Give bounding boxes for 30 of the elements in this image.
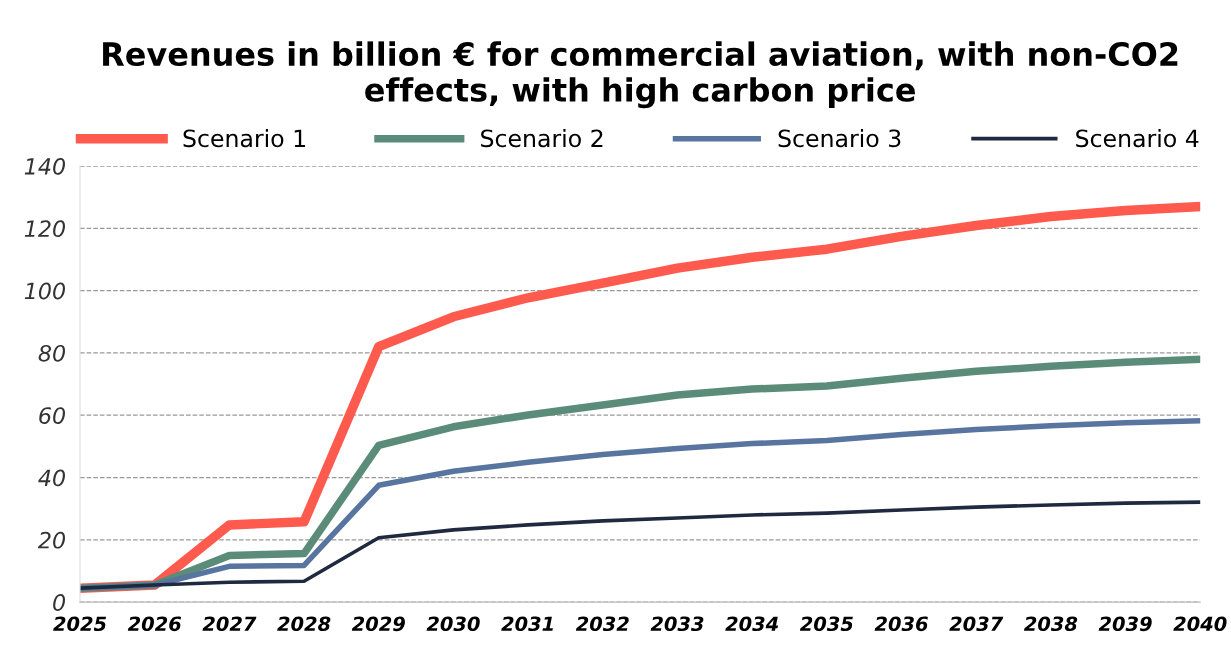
x-tick-label: 2038 bbox=[1023, 616, 1078, 632]
x-tick-label: 2039 bbox=[1098, 616, 1152, 632]
y-tick-label: 60 bbox=[39, 407, 66, 424]
y-tick-label: 0 bbox=[53, 594, 66, 611]
line-series bbox=[80, 500, 1201, 590]
x-tick-label: 2035 bbox=[799, 616, 853, 632]
y-tick-label: 140 bbox=[24, 157, 66, 175]
x-tick-label: 2037 bbox=[949, 616, 1004, 632]
x-tick-label: 2029 bbox=[351, 616, 405, 632]
y-tick-label: 120 bbox=[24, 220, 66, 238]
x-tick-label: 2040 bbox=[1173, 616, 1227, 632]
x-tick-label: 2036 bbox=[874, 616, 928, 632]
chart-title: Revenues in billion € for commercial aviation, with non-CO2 effects, with high carbon price bbox=[103, 41, 1178, 109]
y-tick-label: 80 bbox=[38, 344, 66, 362]
x-tick-label: 2027 bbox=[202, 616, 257, 632]
x-tick-label: 2028 bbox=[277, 616, 331, 632]
legend-label: Scenario 2 bbox=[481, 128, 603, 148]
x-tick-label: 2026 bbox=[127, 616, 182, 632]
legend-label: Scenario 1 bbox=[183, 128, 305, 148]
x-tick-label: 2032 bbox=[575, 616, 629, 632]
x-tick-label: 2030 bbox=[426, 616, 480, 632]
y-tick-label: 100 bbox=[24, 282, 66, 300]
legend-label: Scenario 4 bbox=[1076, 128, 1199, 148]
x-tick-label: 2034 bbox=[725, 616, 779, 632]
x-tick-label: 2031 bbox=[501, 616, 553, 632]
y-tick-label: 40 bbox=[38, 469, 66, 487]
x-tick-label: 2025 bbox=[53, 616, 107, 632]
x-tick-label: 2033 bbox=[650, 616, 704, 632]
legend-label: Scenario 3 bbox=[778, 128, 901, 148]
y-tick-label: 20 bbox=[37, 531, 66, 549]
